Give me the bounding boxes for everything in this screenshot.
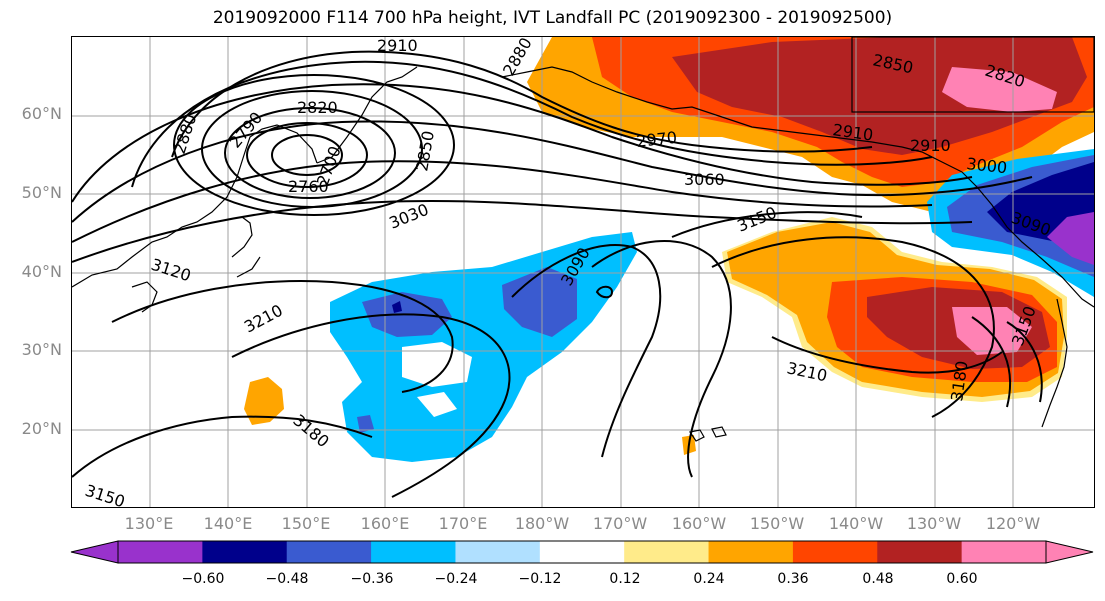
colorbar-segment bbox=[539, 541, 625, 563]
lon-label-170e: 170°E bbox=[438, 514, 488, 533]
usa-coast bbox=[1041, 298, 1068, 428]
bc-coast bbox=[961, 171, 1094, 308]
coastlines bbox=[72, 37, 1094, 442]
contour-label: 3150 bbox=[83, 481, 128, 507]
colorbar-segment bbox=[455, 541, 541, 563]
lat-label-60n: 60°N bbox=[21, 104, 62, 123]
colorbar-tick: 0.36 bbox=[777, 571, 809, 587]
contour-label: 2820 bbox=[297, 98, 338, 117]
colorbar-tick: −0.12 bbox=[518, 571, 562, 587]
colorbar-segment bbox=[371, 541, 456, 563]
colorbar-arrow-min bbox=[70, 540, 119, 564]
colorbar-tick: 0.24 bbox=[693, 571, 725, 587]
contour-label: 3150 bbox=[734, 203, 779, 236]
contour-label: 2970 bbox=[635, 128, 677, 151]
lat-label-30n: 30°N bbox=[21, 340, 62, 359]
contour-label: 2760 bbox=[288, 177, 329, 196]
contour-label: 3180 bbox=[289, 411, 332, 452]
ivt-pink-south bbox=[952, 307, 1032, 355]
contour-label: 2910 bbox=[377, 37, 418, 55]
colorbar-segment bbox=[286, 541, 372, 563]
contour-label: 3000 bbox=[966, 154, 1008, 177]
lat-label-40n: 40°N bbox=[21, 262, 62, 281]
ivt-lightblue-central bbox=[330, 232, 637, 462]
ivt-darkred-north bbox=[672, 37, 1087, 155]
lon-label-150w: 150°W bbox=[749, 514, 805, 533]
colorbar-tick: −0.60 bbox=[181, 571, 225, 587]
lat-label-20n: 20°N bbox=[21, 419, 62, 438]
map-canvas: 2910 2880 2820 2790 2880 2850 2760 2700 … bbox=[72, 37, 1094, 507]
alaska-box bbox=[851, 37, 1094, 113]
colorbar-segment bbox=[877, 541, 963, 563]
asia-coast bbox=[72, 124, 318, 288]
lon-label-160w: 160°W bbox=[671, 514, 727, 533]
contour-label: 2850 bbox=[412, 129, 438, 172]
colorbar-segment bbox=[961, 541, 1047, 563]
colorbar-segments bbox=[118, 541, 1047, 563]
lon-label-160e: 160°E bbox=[360, 514, 410, 533]
ivt-white-hole2 bbox=[417, 392, 457, 417]
contour-label: 3210 bbox=[241, 301, 286, 337]
ivt-purple-east bbox=[1047, 212, 1094, 265]
colorbar-tick: 0.12 bbox=[609, 571, 641, 587]
ivt-white-hole1 bbox=[402, 342, 472, 387]
lon-label-140w: 140°W bbox=[828, 514, 884, 533]
ivt-pink-north bbox=[942, 67, 1057, 112]
colorbar bbox=[70, 540, 1094, 564]
contour-label: 3030 bbox=[386, 200, 431, 233]
ivt-orange-blob bbox=[244, 377, 284, 425]
colorbar-tick: 0.48 bbox=[862, 571, 894, 587]
ivt-positive-south bbox=[244, 217, 1067, 455]
ivt-positive-north bbox=[527, 37, 1094, 212]
kamchatka-coast bbox=[316, 66, 418, 164]
colorbar-tick: −0.36 bbox=[350, 571, 394, 587]
lon-label-180w: 180°W bbox=[514, 514, 570, 533]
colorbar-segment bbox=[708, 541, 794, 563]
map-panel: 2910 2880 2820 2790 2880 2850 2760 2700 … bbox=[71, 36, 1095, 508]
colorbar-segment bbox=[792, 541, 878, 563]
ivt-medblue-small bbox=[357, 415, 374, 433]
colorbar-arrow-max bbox=[1045, 540, 1094, 564]
contour-label: 2910 bbox=[910, 136, 951, 155]
lon-label-120w: 120°W bbox=[985, 514, 1041, 533]
colorbar-tick: −0.24 bbox=[434, 571, 478, 587]
colorbar-tick: −0.48 bbox=[265, 571, 309, 587]
lon-label-150e: 150°E bbox=[281, 514, 331, 533]
lon-label-130e: 130°E bbox=[124, 514, 174, 533]
contour-label: 3060 bbox=[684, 170, 725, 189]
contour-label: 2880 bbox=[499, 37, 536, 79]
hawaii bbox=[689, 426, 727, 442]
contour-label: 3120 bbox=[149, 255, 194, 286]
colorbar-tick: 0.60 bbox=[946, 571, 978, 587]
colorbar-segment bbox=[202, 541, 288, 563]
lon-label-140e: 140°E bbox=[203, 514, 253, 533]
ivt-navy-central bbox=[392, 301, 402, 313]
height-contours bbox=[72, 50, 1043, 498]
lat-label-50n: 50°N bbox=[21, 183, 62, 202]
ivt-medblue-central2 bbox=[502, 267, 577, 337]
lon-label-130w: 130°W bbox=[906, 514, 962, 533]
colorbar-segment bbox=[118, 541, 203, 563]
alaska-coast bbox=[501, 66, 963, 173]
colorbar-segment bbox=[624, 541, 710, 563]
ivt-negative-central bbox=[330, 232, 637, 462]
colorbar-frame bbox=[117, 540, 1047, 564]
lon-label-170w: 170°W bbox=[592, 514, 648, 533]
map-title: 2019092000 F114 700 hPa height, IVT Land… bbox=[212, 8, 893, 28]
japan-coast bbox=[231, 216, 261, 278]
